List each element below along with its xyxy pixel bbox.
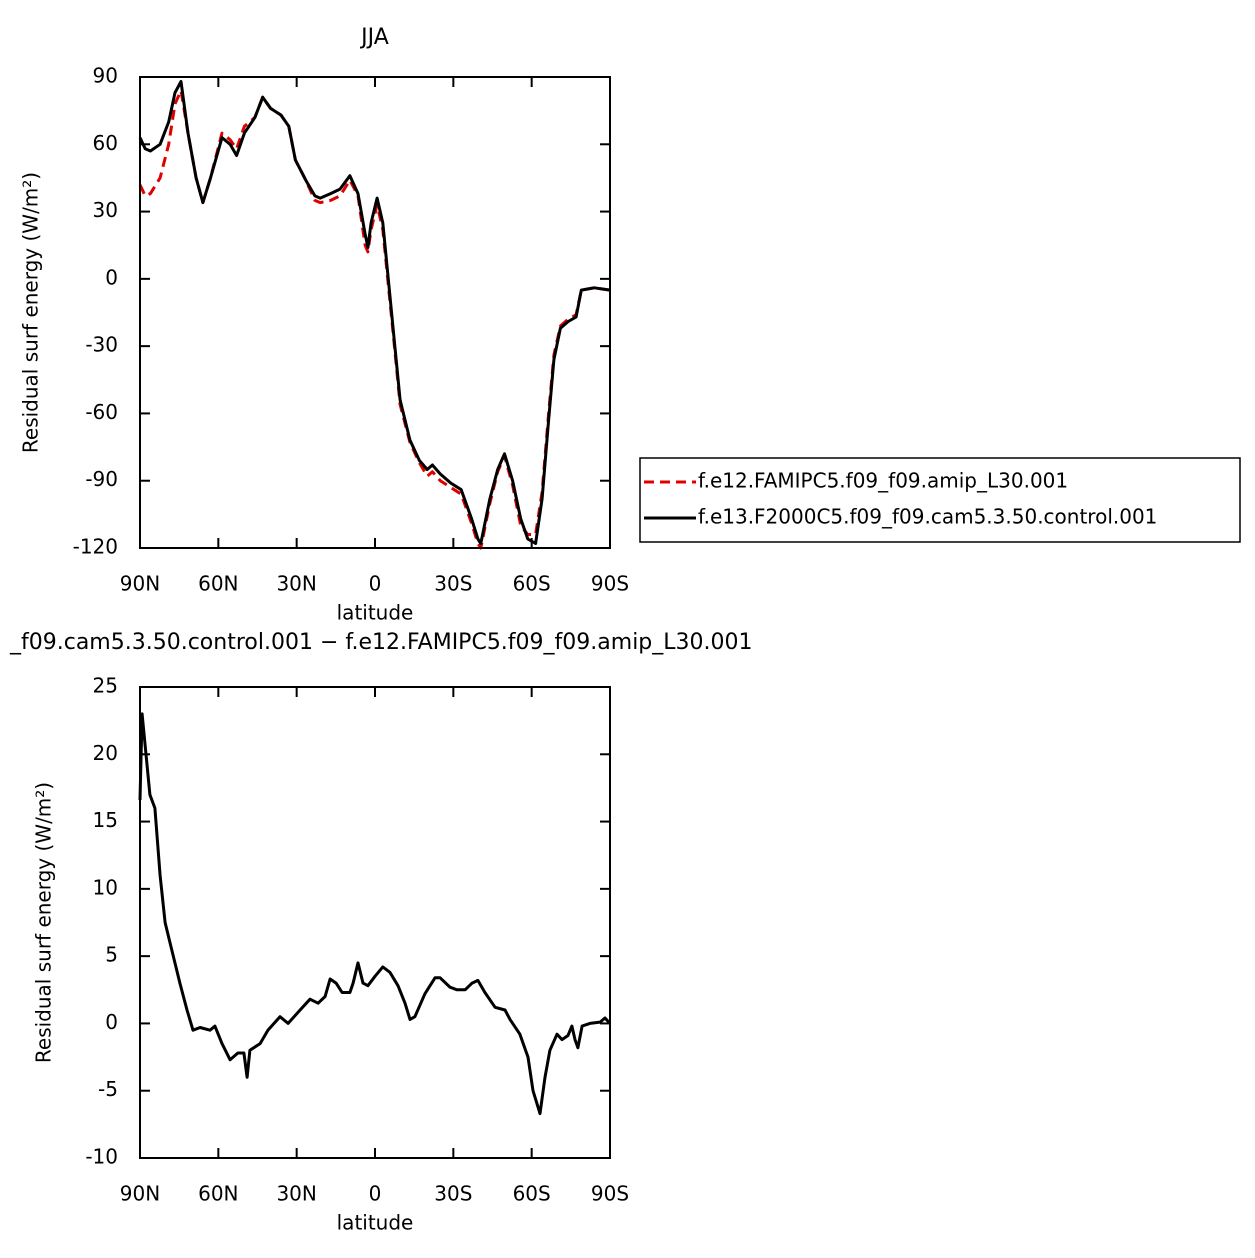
x-tick-label: 30N [276, 1182, 316, 1206]
y-axis-label: Residual surf energy (W/m²) [19, 172, 43, 453]
y-tick-label: 10 [93, 875, 118, 899]
x-tick-label: 60N [198, 1182, 238, 1206]
y-tick-label: -10 [85, 1145, 118, 1169]
chart-title: _f09.cam5.3.50.control.001 − f.e12.FAMIP… [9, 630, 753, 655]
chart-title: JJA [359, 25, 389, 50]
x-tick-label: 0 [369, 572, 382, 596]
data-line [138, 712, 612, 1116]
legend-label: f.e12.FAMIPC5.f09_f09.amip_L30.001 [698, 469, 1068, 493]
x-tick-label: 90S [591, 572, 629, 596]
y-tick-label: -60 [85, 400, 118, 424]
x-tick-label: 30S [434, 572, 472, 596]
y-axis-label: Residual surf energy (W/m²) [32, 782, 56, 1063]
plot-frame [139, 686, 611, 1159]
x-tick-label: 90S [591, 1182, 629, 1206]
x-tick-label: 30S [434, 1182, 472, 1206]
x-axis-label: latitude [337, 1211, 414, 1235]
y-tick-label: -120 [73, 535, 118, 559]
y-tick-label: 30 [93, 198, 118, 222]
x-tick-label: 90N [120, 572, 160, 596]
x-tick-label: 90N [120, 1182, 160, 1206]
legend-label: f.e13.F2000C5.f09_f09.cam5.3.50.control.… [698, 505, 1157, 529]
y-tick-label: 90 [93, 64, 118, 88]
x-tick-label: 30N [276, 572, 316, 596]
data-line [138, 80, 611, 545]
y-tick-label: 0 [105, 265, 118, 289]
data-line [138, 89, 611, 550]
legend-box [639, 457, 1241, 543]
y-tick-label: -30 [85, 333, 118, 357]
y-tick-label: 25 [93, 674, 118, 698]
x-tick-label: 0 [369, 1182, 382, 1206]
y-tick-label: 0 [105, 1010, 118, 1034]
y-tick-label: -90 [85, 467, 118, 491]
y-tick-label: 60 [93, 131, 118, 155]
plot-frame [139, 76, 611, 549]
y-tick-label: -5 [98, 1077, 118, 1101]
y-tick-label: 15 [93, 808, 118, 832]
x-axis-label: latitude [337, 601, 414, 625]
x-tick-label: 60S [513, 572, 551, 596]
x-tick-label: 60N [198, 572, 238, 596]
y-tick-label: 20 [93, 741, 118, 765]
x-tick-label: 60S [513, 1182, 551, 1206]
y-tick-label: 5 [105, 943, 118, 967]
